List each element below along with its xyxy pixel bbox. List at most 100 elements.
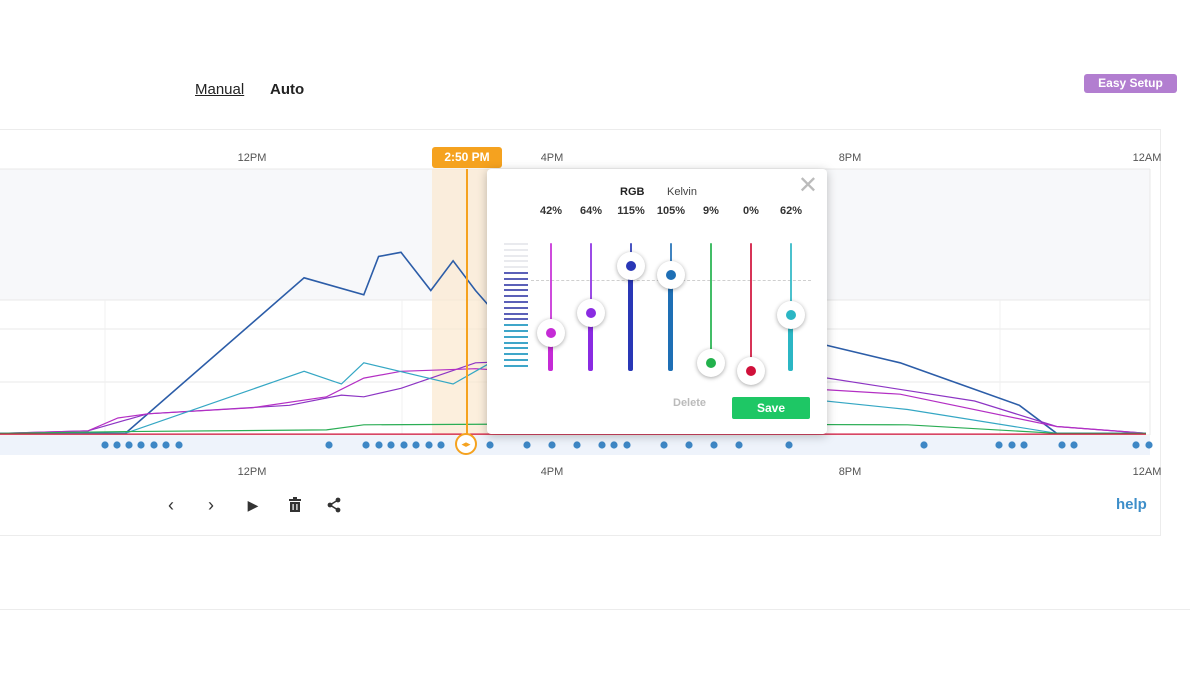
easy-setup-button[interactable]: Easy Setup [1084,74,1177,93]
delete-point-button[interactable]: Delete [673,397,707,409]
schedule-point[interactable] [920,441,928,449]
divider [0,609,1190,610]
level-bar [504,359,528,361]
schedule-point[interactable] [685,441,693,449]
channel-percent-label: 62% [779,205,803,217]
schedule-point[interactable] [710,441,718,449]
schedule-point[interactable] [610,441,618,449]
top-tick: 8PM [838,152,862,164]
bottom-tick: 12AM [1132,466,1162,478]
level-bar [504,347,528,350]
schedule-point[interactable] [1020,441,1028,449]
help-link[interactable]: help [1116,496,1147,513]
schedule-point[interactable] [623,441,631,449]
level-bar [504,301,528,303]
schedule-point[interactable] [523,441,531,449]
schedule-point[interactable] [400,441,408,449]
close-icon[interactable]: ✕ [797,172,818,199]
level-bar [504,364,528,367]
mode-rgb-toggle[interactable]: RGB [620,186,645,198]
level-bar [504,248,528,251]
channel-slider-knob[interactable] [657,261,685,290]
level-bar [504,330,528,332]
schedule-point[interactable] [573,441,581,449]
channel-color-dot [546,327,556,338]
channel-percent-label: 9% [703,205,719,217]
channel-color-dot [666,270,676,281]
schedule-point[interactable] [1145,441,1153,449]
channel-fill [668,275,673,371]
mode-tab-auto[interactable]: Auto [270,81,305,98]
schedule-point[interactable] [735,441,743,449]
share-icon[interactable] [323,494,345,516]
schedule-point[interactable] [162,441,170,449]
series-line-3 [0,368,1147,434]
schedule-point[interactable] [375,441,383,449]
chart-series-group [0,251,1147,435]
schedule-point[interactable] [175,441,183,449]
schedule-point[interactable] [1058,441,1066,449]
schedule-point[interactable] [113,441,121,449]
schedule-points[interactable] [101,441,1153,449]
schedule-point[interactable] [125,441,133,449]
level-bar [504,283,528,286]
schedule-point[interactable] [995,441,1003,449]
mode-kelvin-toggle[interactable]: Kelvin [667,186,697,198]
schedule-point[interactable] [101,441,109,449]
schedule-point[interactable] [1132,441,1140,449]
bottom-tick: 8PM [838,466,862,478]
channel-slider-knob[interactable] [697,348,725,377]
schedule-point[interactable] [437,441,445,449]
schedule-point[interactable] [660,441,668,449]
chevron-right-icon[interactable]: › [208,495,214,515]
schedule-point[interactable] [1008,441,1016,449]
channel-percent-label: 64% [579,205,603,217]
channel-color-dot [626,261,636,272]
top-tick: 12PM [237,152,267,164]
schedule-point[interactable] [598,441,606,449]
mode-tab-manual[interactable]: Manual [195,81,245,98]
level-bar [504,335,528,338]
level-bar [504,318,528,321]
channel-slider-knob[interactable] [577,298,605,327]
schedule-point[interactable] [1070,441,1078,449]
trash-icon[interactable] [284,494,306,516]
schedule-point[interactable] [785,441,793,449]
channel-slider-knob[interactable] [537,318,565,347]
schedule-point[interactable] [150,441,158,449]
schedule-point[interactable] [387,441,395,449]
top-tick: 4PM [540,152,564,164]
channel-slider-knob[interactable] [737,357,765,385]
play-icon[interactable]: ▶ [247,497,259,513]
level-bar [504,324,528,327]
series-line-4 [0,362,1146,434]
playhead-drag-handle[interactable]: ◂▸ [455,433,477,455]
schedule-point[interactable] [548,441,556,449]
channel-track[interactable] [750,243,752,371]
save-point-button[interactable]: Save [732,397,810,419]
chevron-left-icon[interactable]: ‹ [168,495,174,515]
channel-track[interactable] [710,243,712,371]
channel-color-dot [706,357,716,368]
level-bar [504,266,528,269]
channel-percent-label: 42% [539,205,563,217]
channel-track[interactable] [550,243,552,371]
channel-slider-knob[interactable] [777,300,805,329]
level-bar [504,353,528,356]
level-bar [504,272,528,274]
top-tick: 12AM [1132,152,1162,164]
channel-fill [628,266,633,371]
level-bar [504,295,528,298]
schedule-point[interactable] [412,441,420,449]
series-line-5 [0,423,1146,434]
schedule-point[interactable] [137,441,145,449]
channel-percent-label: 115% [617,205,645,217]
level-bar [504,289,528,292]
playhead-time-badge[interactable]: 2:50 PM [432,147,502,168]
schedule-point[interactable] [325,441,333,449]
schedule-point[interactable] [362,441,370,449]
channel-fill [588,312,593,371]
schedule-point[interactable] [486,441,494,449]
schedule-point[interactable] [425,441,433,449]
channel-slider-knob[interactable] [617,252,645,281]
